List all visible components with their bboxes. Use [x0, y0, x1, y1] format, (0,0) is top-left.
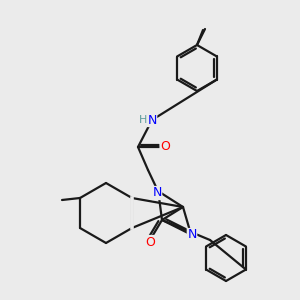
- Text: N: N: [152, 187, 162, 200]
- Text: N: N: [147, 113, 157, 127]
- Text: N: N: [187, 229, 197, 242]
- Text: O: O: [145, 236, 155, 248]
- Text: H: H: [139, 115, 147, 125]
- Text: O: O: [160, 140, 170, 154]
